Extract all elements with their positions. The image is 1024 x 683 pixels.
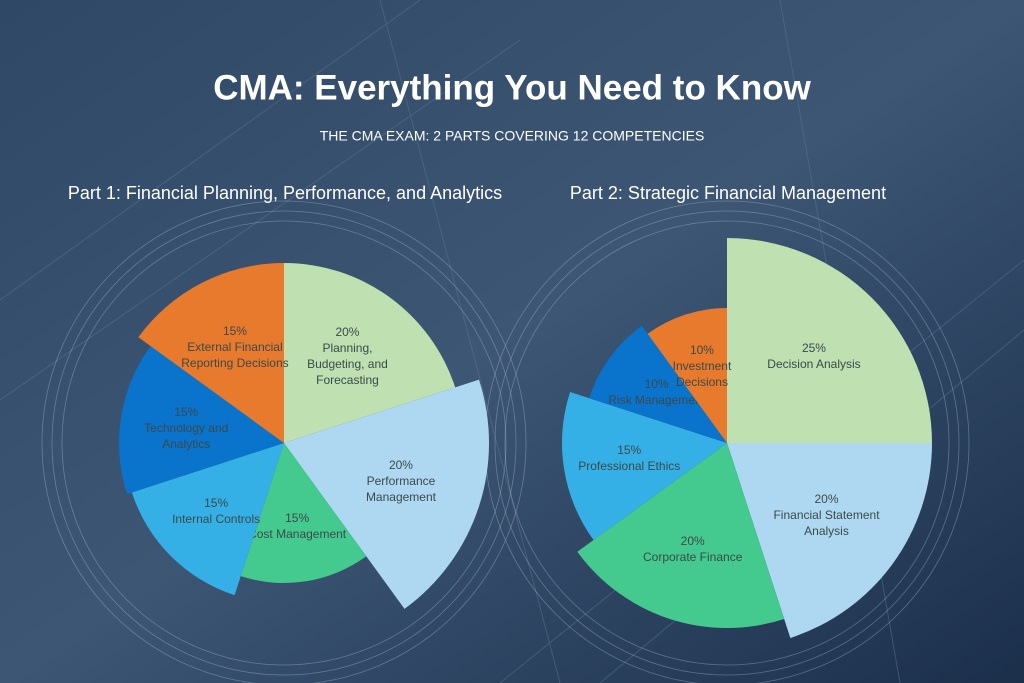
slice-label-box: 20% Planning, Budgeting, and Forecasting: [292, 311, 402, 401]
category-label: Cost Management: [248, 526, 347, 541]
slice-label: 25%Decision Analysis: [759, 311, 869, 401]
chart-title: Part 2: Strategic Financial Management: [570, 183, 886, 203]
value-label: 20%: [680, 533, 705, 548]
value-label: 20%: [388, 458, 413, 472]
value-label: 15%: [285, 510, 310, 525]
category-label: Performance Management: [365, 474, 436, 504]
pie-slice: [138, 263, 284, 443]
pie-slice: [284, 379, 489, 609]
pie-slice: [589, 325, 727, 443]
slice-label: 20% Performance Management: [346, 436, 456, 526]
pie-slice: [727, 443, 932, 638]
category-label: External Financial Reporting Decisions: [181, 339, 289, 370]
value-label: 20%: [335, 324, 360, 339]
slice-label-box: 15% Cost Management: [242, 481, 352, 571]
chart-title: Part 1: Financial Planning, Performance,…: [68, 183, 502, 203]
value-label: 15%: [617, 443, 642, 458]
pie-slice: [562, 392, 727, 540]
pie-slice: [647, 308, 727, 443]
category-label: Professional Ethics: [578, 459, 681, 474]
category-label: Investment Decisions: [672, 358, 732, 389]
value-label: 10%: [689, 342, 714, 357]
slice-label-box: 15% Professional Ethics: [574, 413, 684, 503]
pie-slice: [727, 238, 932, 443]
value-label: 15%: [204, 495, 229, 510]
slice-label-box: 10% Risk Management: [602, 347, 712, 437]
slice-label-box: 15% External Financial Reporting Decision…: [180, 302, 290, 392]
category-label: Corporate Finance: [642, 549, 743, 564]
value-label: 10%: [644, 376, 669, 391]
slice-label: 20%Planning, Budgeting, and Forecasting: [292, 311, 402, 401]
category-label: Financial Statement Analysis: [773, 508, 880, 539]
slice-label-box: 10% Investment Decisions: [647, 321, 757, 411]
pie-slice: [284, 263, 456, 443]
slice-label-box: 25% Decision Analysis: [759, 311, 869, 401]
decor-ring: [51, 210, 517, 676]
slice-label-box: 20% Financial Statement Analysis: [772, 470, 882, 560]
slice-label-box: 20% Corporate Finance: [638, 504, 748, 594]
slice-label: 15%Cost Management: [242, 481, 352, 571]
value-label: 15%: [222, 323, 247, 338]
slice-label: 10%Investment Decisions: [647, 321, 757, 411]
subtitle: THE CMA EXAM: 2 PARTS COVERING 12 COMPET…: [320, 128, 705, 144]
pie-slice: [240, 443, 367, 584]
slice-label: 20%Corporate Finance: [638, 504, 748, 594]
decor-ring: [41, 200, 527, 683]
slice-label: 20%Financial Statement Analysis: [772, 470, 882, 560]
pie-slice: [119, 346, 285, 494]
slice-label-box: 15% Technology and Analytics: [131, 383, 241, 473]
value-label: 15%: [174, 404, 199, 419]
category-label: Risk Management: [608, 392, 705, 407]
slice-label-box: 15% Internal Controls: [161, 466, 271, 556]
slice-label: 15%Technology and Analytics: [131, 383, 241, 473]
decor-ring: [504, 220, 950, 666]
slice-label: 15%Professional Ethics: [574, 413, 684, 503]
value-label: 25%: [801, 341, 826, 356]
slice-label: 15%Internal Controls: [161, 466, 271, 556]
decor-ring: [494, 210, 960, 676]
slice-label: 10%Risk Management: [602, 347, 712, 437]
slice-label: 15%External Financial Reporting Decision…: [180, 302, 290, 392]
decor-ring: [484, 200, 970, 683]
decor-ring: [61, 220, 507, 666]
slice-label-box: 20% Performance Management: [346, 436, 456, 526]
category-label: Decision Analysis: [767, 357, 861, 372]
category-label: Internal Controls: [172, 511, 261, 526]
category-label: Technology and Analytics: [144, 420, 229, 451]
pie-slice: [577, 443, 785, 628]
title: CMA: Everything You Need to Know: [213, 68, 811, 107]
category-label: Planning, Budgeting, and Forecasting: [307, 340, 388, 387]
pie-slice: [131, 443, 284, 596]
value-label: 20%: [814, 492, 839, 507]
